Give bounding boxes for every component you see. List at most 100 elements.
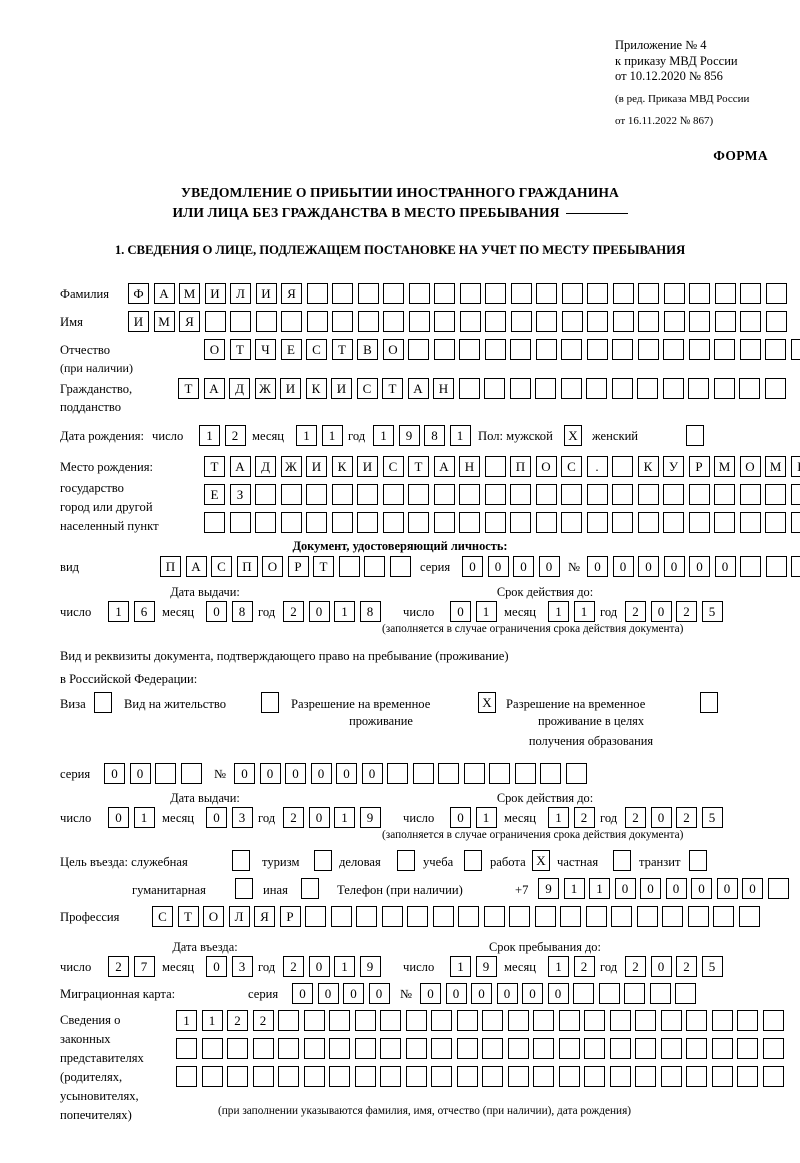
char-box[interactable] (176, 1066, 197, 1087)
char-box[interactable] (330, 906, 352, 927)
char-box[interactable]: 8 (231, 601, 253, 622)
char-box[interactable] (612, 283, 634, 304)
char-box[interactable]: Т (204, 456, 225, 477)
char-box[interactable] (483, 906, 505, 927)
char-box[interactable] (331, 512, 353, 533)
char-box[interactable]: 0 (587, 556, 608, 577)
char-box[interactable] (484, 339, 506, 360)
char-box[interactable]: И (280, 378, 301, 399)
char-box[interactable] (560, 378, 582, 399)
char-box[interactable] (762, 1066, 784, 1087)
char-box[interactable]: Л (228, 906, 250, 927)
char-box[interactable] (514, 763, 536, 784)
char-box[interactable]: 0 (206, 956, 227, 977)
char-box[interactable]: О (739, 456, 761, 477)
char-box[interactable]: В (357, 339, 378, 360)
char-box[interactable]: 2 (573, 807, 595, 828)
char-box[interactable] (738, 906, 760, 927)
char-box[interactable] (482, 1066, 503, 1087)
char-box[interactable] (459, 484, 480, 505)
char-box[interactable] (764, 378, 786, 399)
char-box[interactable] (612, 311, 634, 332)
char-box[interactable] (713, 906, 734, 927)
char-box[interactable]: У (663, 456, 684, 477)
char-box[interactable]: Б (790, 456, 800, 477)
char-box[interactable] (740, 283, 761, 304)
char-box[interactable]: 0 (259, 763, 281, 784)
char-box[interactable]: С (306, 339, 327, 360)
char-box[interactable] (635, 1010, 656, 1031)
char-box[interactable]: Ж (280, 456, 302, 477)
char-box[interactable] (737, 1010, 758, 1031)
char-box[interactable] (740, 556, 761, 577)
char-box[interactable]: Р (279, 906, 301, 927)
char-box[interactable]: А (185, 556, 207, 577)
char-box[interactable] (338, 556, 360, 577)
char-box[interactable] (612, 512, 633, 533)
char-box[interactable] (278, 1038, 299, 1059)
checkbox-visa[interactable] (94, 692, 112, 713)
char-box[interactable] (573, 983, 594, 1004)
char-box[interactable] (688, 484, 710, 505)
char-box[interactable]: 9 (538, 878, 559, 899)
char-box[interactable]: М (179, 283, 200, 304)
char-box[interactable]: 8 (424, 425, 445, 446)
char-box[interactable] (281, 311, 302, 332)
char-box[interactable] (737, 1066, 758, 1087)
char-box[interactable]: Ч (255, 339, 276, 360)
char-box[interactable] (383, 283, 404, 304)
char-box[interactable] (280, 512, 302, 533)
char-box[interactable]: 0 (308, 807, 330, 828)
char-box[interactable]: 0 (650, 601, 672, 622)
char-box[interactable] (507, 1066, 529, 1087)
char-box[interactable] (662, 906, 683, 927)
char-box[interactable] (408, 484, 429, 505)
char-box[interactable] (459, 339, 480, 360)
char-box[interactable] (536, 283, 557, 304)
char-box[interactable] (535, 378, 556, 399)
char-box[interactable] (280, 484, 302, 505)
char-box[interactable] (380, 1038, 401, 1059)
char-box[interactable]: 1 (296, 425, 317, 446)
char-box[interactable]: 2 (108, 956, 129, 977)
char-box[interactable]: 0 (640, 878, 661, 899)
char-box[interactable] (484, 512, 506, 533)
char-box[interactable]: Я (281, 283, 302, 304)
char-box[interactable] (609, 1038, 631, 1059)
char-box[interactable] (791, 556, 800, 577)
char-box[interactable] (382, 512, 404, 533)
char-box[interactable] (329, 1038, 350, 1059)
char-box[interactable] (561, 311, 583, 332)
char-box[interactable]: 0 (487, 556, 509, 577)
char-box[interactable] (536, 311, 557, 332)
char-box[interactable]: 0 (206, 807, 227, 828)
char-box[interactable]: 0 (665, 878, 687, 899)
char-box[interactable] (662, 378, 684, 399)
char-box[interactable] (306, 484, 327, 505)
char-box[interactable]: К (637, 456, 659, 477)
input-legal-rep-line-2[interactable] (176, 1038, 784, 1059)
char-box[interactable]: 0 (234, 763, 255, 784)
char-box[interactable] (463, 763, 485, 784)
char-box[interactable] (740, 311, 761, 332)
char-box[interactable] (739, 378, 760, 399)
char-box[interactable] (663, 283, 685, 304)
char-box[interactable] (357, 311, 379, 332)
char-box[interactable]: 2 (625, 807, 646, 828)
char-box[interactable] (459, 283, 481, 304)
char-box[interactable]: 0 (308, 956, 330, 977)
char-box[interactable]: 0 (445, 983, 467, 1004)
char-box[interactable] (739, 484, 761, 505)
checkbox-purpose-private[interactable] (613, 850, 631, 871)
char-box[interactable]: 5 (701, 956, 723, 977)
checkbox-sex-female[interactable] (686, 425, 704, 446)
checkbox-temp-residence[interactable]: X (478, 692, 496, 713)
char-box[interactable]: 0 (368, 983, 390, 1004)
